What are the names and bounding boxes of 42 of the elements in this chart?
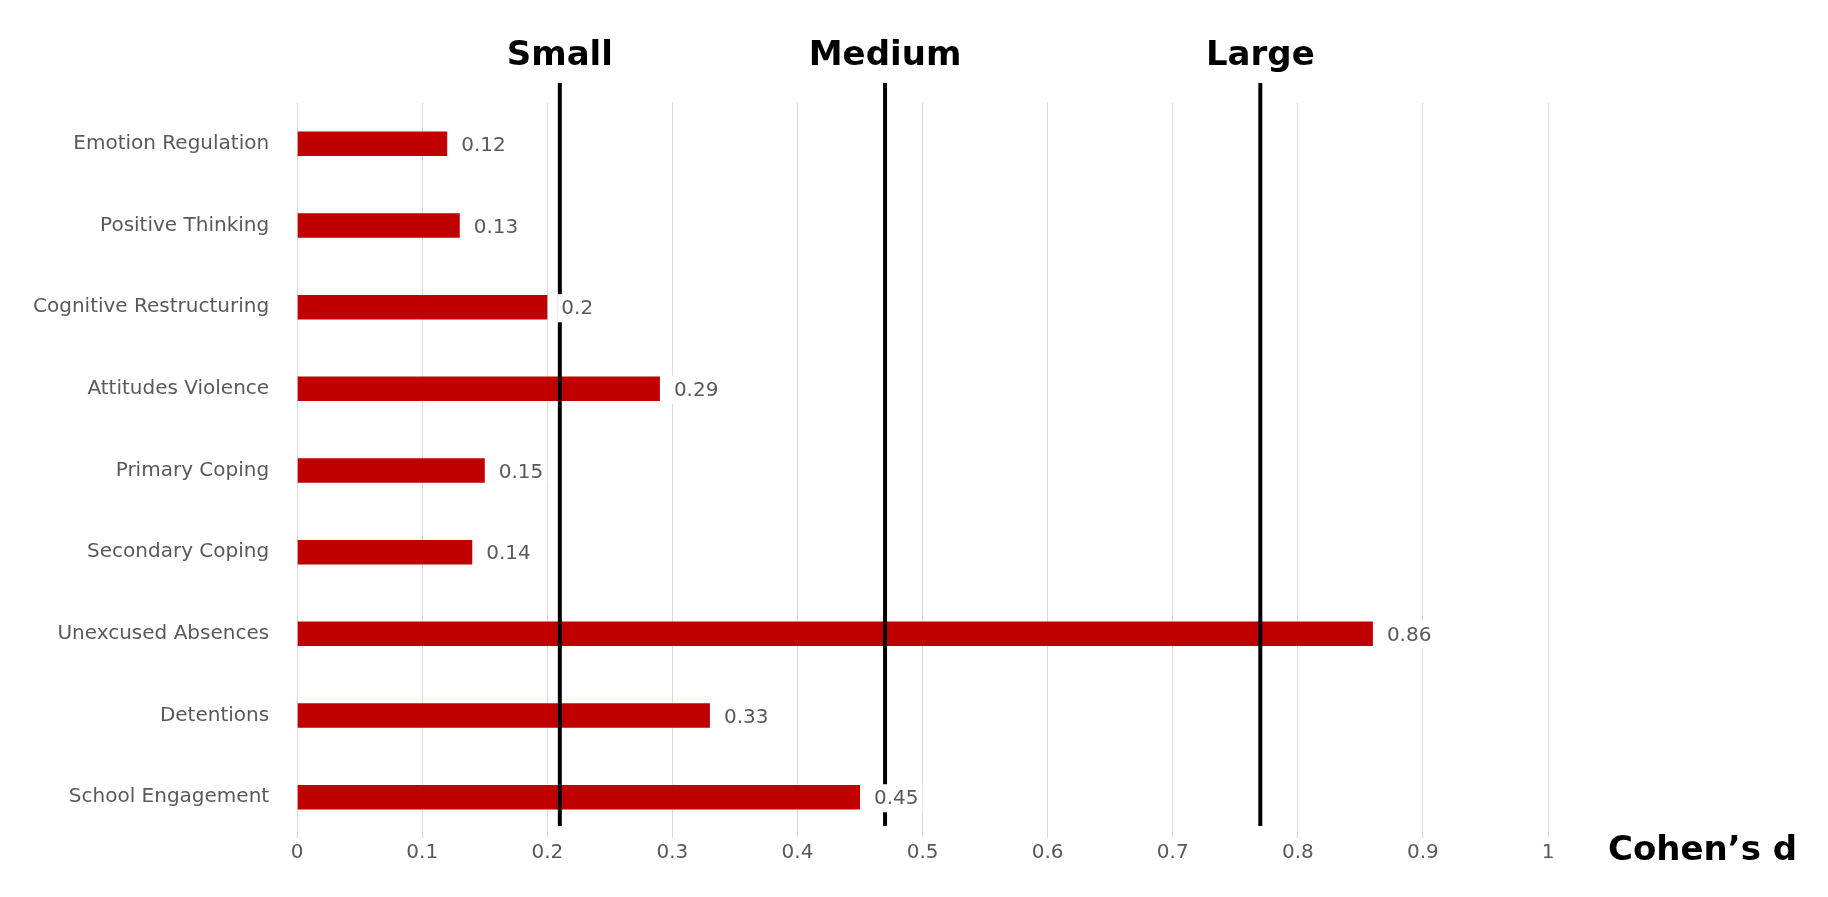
ref-line-label: Medium	[808, 32, 962, 73]
bar	[297, 703, 710, 728]
x-tick-label: 1	[1541, 839, 1555, 864]
ref-line-label: Large	[1205, 32, 1315, 73]
data-label: 0.12	[461, 132, 506, 157]
data-label: 0.14	[486, 540, 531, 565]
ref-line-label: Small	[506, 32, 613, 73]
y-tick-label: Secondary Coping	[87, 538, 270, 563]
data-label: 0.13	[473, 213, 519, 238]
x-tick-label: 0.2	[531, 839, 564, 864]
x-tick-label: 0.9	[1407, 839, 1439, 864]
x-tick-label: 0.5	[906, 839, 939, 864]
data-label: 0.15	[498, 458, 544, 483]
x-tick-label: 0.7	[1156, 839, 1189, 864]
x-tick-label: 0.1	[406, 839, 439, 864]
data-label: 0.86	[1386, 622, 1432, 647]
y-tick-label: Primary Coping	[115, 456, 270, 481]
bar	[297, 784, 861, 810]
data-label: 0.2	[561, 295, 594, 320]
bar	[297, 376, 660, 402]
bar	[297, 458, 485, 483]
x-tick-label: 0.6	[1031, 839, 1064, 864]
x-tick-label: 0.8	[1281, 839, 1314, 864]
y-tick-label: Detentions	[159, 701, 270, 726]
bar	[297, 621, 1373, 647]
bar	[297, 213, 460, 238]
data-label: 0.33	[723, 703, 769, 728]
y-tick-label: Cognitive Restructuring	[33, 293, 270, 318]
data-label: 0.45	[874, 785, 919, 810]
y-tick-label: Unexcused Absences	[57, 620, 270, 645]
x-tick-label: 0	[290, 839, 304, 864]
x-axis-title: Cohen’s d	[1608, 827, 1798, 868]
data-label: 0.29	[673, 377, 719, 402]
y-tick-label: Emotion Regulation	[73, 130, 270, 155]
x-tick-label: 0.3	[656, 839, 689, 864]
bar	[297, 131, 448, 157]
bar	[297, 539, 473, 565]
y-tick-label: Attitudes Violence	[87, 375, 270, 400]
x-tick-label: 0.4	[781, 839, 814, 864]
bar	[297, 294, 548, 320]
y-tick-label: Positive Thinking	[100, 211, 270, 236]
y-tick-label: School Engagement	[68, 783, 270, 808]
